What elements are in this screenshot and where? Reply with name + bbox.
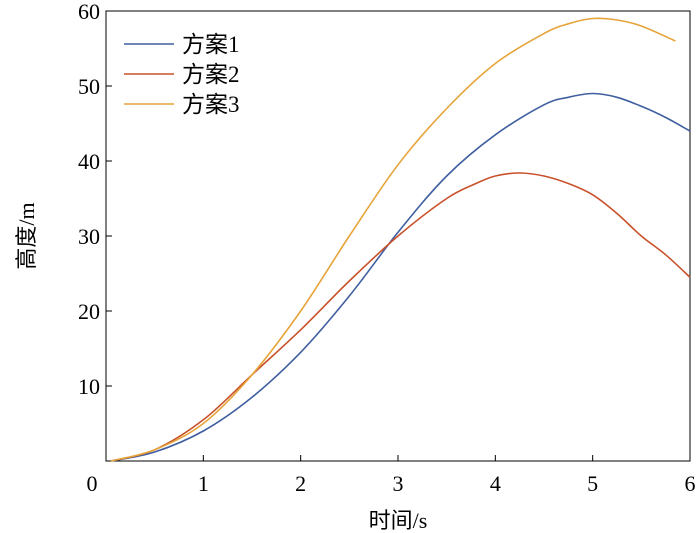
x-tick-label-6: 6 bbox=[685, 471, 696, 496]
legend-label-3: 方案3 bbox=[182, 92, 240, 117]
y-tick-label-40: 40 bbox=[78, 149, 100, 174]
series-line-1 bbox=[110, 92, 691, 462]
x-tick-label-5: 5 bbox=[587, 471, 598, 496]
legend: 方案1 方案2 方案3 bbox=[124, 32, 240, 117]
y-tick-label-20: 20 bbox=[78, 299, 100, 324]
y-tick-label-30: 30 bbox=[78, 224, 100, 249]
legend-label-2: 方案2 bbox=[182, 62, 240, 87]
legend-label-1: 方案1 bbox=[182, 32, 240, 57]
y-tick-label-50: 50 bbox=[78, 74, 100, 99]
x-tick-label-2: 2 bbox=[295, 471, 306, 496]
ticks-layer: 0 1 2 3 4 5 6 10 20 30 40 50 60 bbox=[78, 0, 696, 496]
y-axis-label: 高度/m bbox=[14, 202, 39, 269]
series-line-3 bbox=[110, 17, 676, 462]
series-layer bbox=[110, 17, 691, 462]
x-tick-label-3: 3 bbox=[393, 471, 404, 496]
x-tick-label-4: 4 bbox=[490, 471, 501, 496]
y-tick-label-10: 10 bbox=[78, 374, 100, 399]
x-tick-label-0: 0 bbox=[87, 471, 98, 496]
x-tick-label-1: 1 bbox=[198, 471, 209, 496]
series-line-2 bbox=[110, 172, 691, 462]
plot-area: 0 1 2 3 4 5 6 10 20 30 40 50 60 bbox=[78, 0, 696, 496]
y-tick-label-60: 60 bbox=[78, 0, 100, 24]
x-axis-label: 时间/s bbox=[369, 508, 428, 533]
